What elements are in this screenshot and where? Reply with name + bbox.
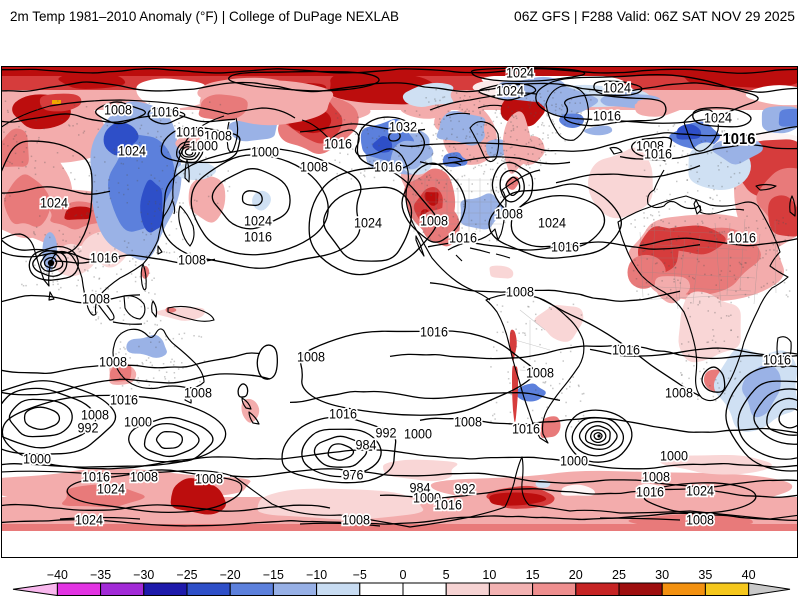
svg-text:1016: 1016	[636, 485, 664, 500]
svg-text:1008: 1008	[495, 207, 523, 222]
svg-text:−20: −20	[220, 568, 241, 582]
svg-text:1008: 1008	[99, 355, 127, 370]
svg-text:992: 992	[376, 426, 397, 441]
svg-text:10: 10	[482, 568, 496, 582]
svg-text:1008: 1008	[642, 470, 670, 485]
svg-text:−30: −30	[133, 568, 154, 582]
svg-text:1008: 1008	[178, 253, 206, 268]
svg-text:1008: 1008	[184, 386, 212, 401]
svg-text:984: 984	[410, 481, 431, 496]
svg-text:1008: 1008	[665, 386, 693, 401]
svg-text:1024: 1024	[97, 482, 125, 497]
svg-text:1016: 1016	[244, 230, 272, 245]
svg-text:1000: 1000	[124, 415, 152, 430]
svg-text:1024: 1024	[40, 196, 68, 211]
svg-text:984: 984	[356, 438, 377, 453]
svg-text:1016: 1016	[644, 147, 672, 162]
svg-text:1000: 1000	[190, 139, 218, 154]
svg-text:1016: 1016	[728, 231, 756, 246]
svg-text:1016: 1016	[723, 131, 756, 148]
svg-text:1000: 1000	[560, 454, 588, 469]
svg-text:1024: 1024	[496, 84, 524, 99]
svg-text:1016: 1016	[449, 231, 477, 246]
svg-text:1024: 1024	[603, 81, 631, 96]
svg-text:−40: −40	[47, 568, 68, 582]
svg-text:1016: 1016	[374, 160, 402, 175]
svg-text:1008: 1008	[420, 214, 448, 229]
svg-text:1008: 1008	[454, 415, 482, 430]
svg-text:−5: −5	[353, 568, 367, 582]
svg-text:1016: 1016	[593, 109, 621, 124]
svg-text:1016: 1016	[110, 393, 138, 408]
svg-text:1008: 1008	[297, 350, 325, 365]
svg-text:1024: 1024	[686, 484, 714, 499]
svg-text:1024: 1024	[506, 66, 534, 81]
svg-text:1008: 1008	[81, 408, 109, 423]
svg-text:−25: −25	[177, 568, 198, 582]
svg-text:992: 992	[78, 421, 99, 436]
svg-text:30: 30	[655, 568, 669, 582]
svg-text:1016: 1016	[176, 125, 204, 140]
svg-text:1008: 1008	[195, 472, 223, 487]
svg-text:1016: 1016	[434, 498, 462, 513]
svg-text:1008: 1008	[526, 366, 554, 381]
svg-text:1024: 1024	[354, 216, 382, 231]
svg-text:1000: 1000	[23, 452, 51, 467]
svg-text:40: 40	[742, 568, 756, 582]
svg-text:−35: −35	[90, 568, 111, 582]
svg-text:1000: 1000	[251, 145, 279, 160]
svg-text:06Z GFS | F288 Valid: 06Z SAT: 06Z GFS | F288 Valid: 06Z SAT NOV 29 202…	[514, 9, 795, 24]
svg-text:5: 5	[443, 568, 450, 582]
svg-text:1000: 1000	[660, 449, 688, 464]
svg-text:1032: 1032	[389, 120, 417, 135]
svg-text:1008: 1008	[204, 129, 232, 144]
svg-text:1008: 1008	[82, 292, 110, 307]
svg-text:25: 25	[612, 568, 626, 582]
svg-text:1016: 1016	[151, 105, 179, 120]
svg-text:1016: 1016	[612, 343, 640, 358]
svg-text:1000: 1000	[404, 427, 432, 442]
svg-text:1016: 1016	[82, 470, 110, 485]
svg-text:1016: 1016	[324, 137, 352, 152]
svg-text:−10: −10	[306, 568, 327, 582]
svg-text:1008: 1008	[686, 513, 714, 528]
svg-text:1024: 1024	[118, 144, 146, 159]
svg-text:1016: 1016	[763, 353, 791, 368]
svg-text:1024: 1024	[538, 216, 566, 231]
svg-text:20: 20	[569, 568, 583, 582]
svg-text:976: 976	[343, 468, 364, 483]
svg-text:1016: 1016	[90, 251, 118, 266]
svg-text:1008: 1008	[342, 513, 370, 528]
svg-text:1024: 1024	[75, 513, 103, 528]
svg-text:1016: 1016	[329, 407, 357, 422]
svg-text:1008: 1008	[506, 285, 534, 300]
svg-text:35: 35	[698, 568, 712, 582]
svg-text:1008: 1008	[300, 160, 328, 175]
svg-text:1008: 1008	[130, 470, 158, 485]
svg-text:−15: −15	[263, 568, 284, 582]
svg-text:1008: 1008	[636, 139, 664, 154]
svg-text:1016: 1016	[512, 422, 540, 437]
svg-text:1016: 1016	[551, 240, 579, 255]
svg-text:992: 992	[455, 482, 476, 497]
svg-text:1008: 1008	[104, 103, 132, 118]
svg-text:15: 15	[526, 568, 540, 582]
svg-text:1024: 1024	[244, 214, 272, 229]
svg-text:0: 0	[400, 568, 407, 582]
svg-text:1024: 1024	[704, 111, 732, 126]
svg-text:2m Temp 1981–2010 Anomaly (°F): 2m Temp 1981–2010 Anomaly (°F) | College…	[10, 9, 399, 24]
svg-text:1016: 1016	[420, 325, 448, 340]
svg-text:1000: 1000	[413, 491, 441, 506]
